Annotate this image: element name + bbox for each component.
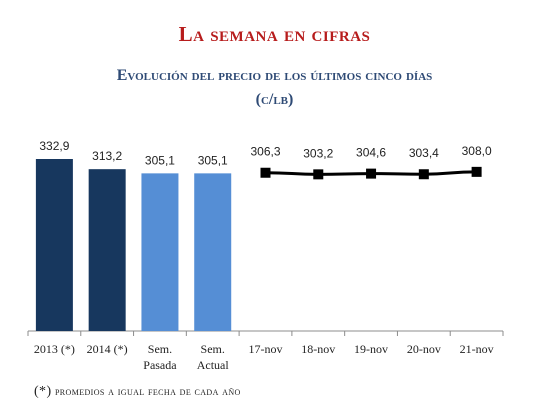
line-point-marker [260, 167, 271, 178]
subtitle-line-1: Evolución del precio de los últimos cinc… [116, 67, 433, 84]
footnote-mark: (*) [34, 384, 52, 399]
line-point-value-label: 306,3 [250, 145, 280, 159]
footnote: (*) promedios a igual fecha de cada año [34, 384, 241, 400]
x-tick-label: 18-nov [301, 342, 335, 356]
x-tick-label: 19-nov [354, 342, 388, 356]
bar-value-label: 305,1 [198, 153, 228, 167]
bar-value-label: 305,1 [145, 153, 175, 167]
x-tick-label: Pasada [143, 358, 177, 372]
line-point-marker [418, 169, 429, 180]
subtitle-unit: (c/lb) [255, 91, 294, 108]
line-point-marker [366, 168, 377, 179]
x-tick-label: 2014 (*) [87, 342, 128, 356]
line-point-value-label: 303,4 [409, 146, 439, 160]
bar-value-label: 332,9 [39, 139, 69, 153]
footnote-text: promedios a igual fecha de cada año [54, 384, 241, 398]
x-tick-label: 17-nov [249, 342, 283, 356]
chart-subtitle: Evolución del precio de los últimos cinc… [0, 64, 549, 112]
line-point-value-label: 303,2 [303, 146, 333, 160]
x-tick-label: Sem. [201, 342, 225, 356]
line-point-value-label: 308,0 [462, 144, 492, 158]
bar [35, 159, 73, 331]
chart-title: La semana en cifras [178, 22, 371, 46]
line-point-marker [471, 166, 482, 177]
bar-value-label: 313,2 [92, 149, 122, 163]
bar [88, 169, 126, 331]
x-tick-label: 20-nov [407, 342, 441, 356]
bar [194, 173, 232, 331]
line-point-value-label: 304,6 [356, 146, 386, 160]
x-tick-label: 2013 (*) [34, 342, 75, 356]
line-point-marker [313, 169, 324, 180]
bar [141, 173, 179, 331]
x-tick-label: Actual [197, 358, 230, 372]
x-tick-label: Sem. [148, 342, 172, 356]
x-tick-label: 21-nov [460, 342, 494, 356]
